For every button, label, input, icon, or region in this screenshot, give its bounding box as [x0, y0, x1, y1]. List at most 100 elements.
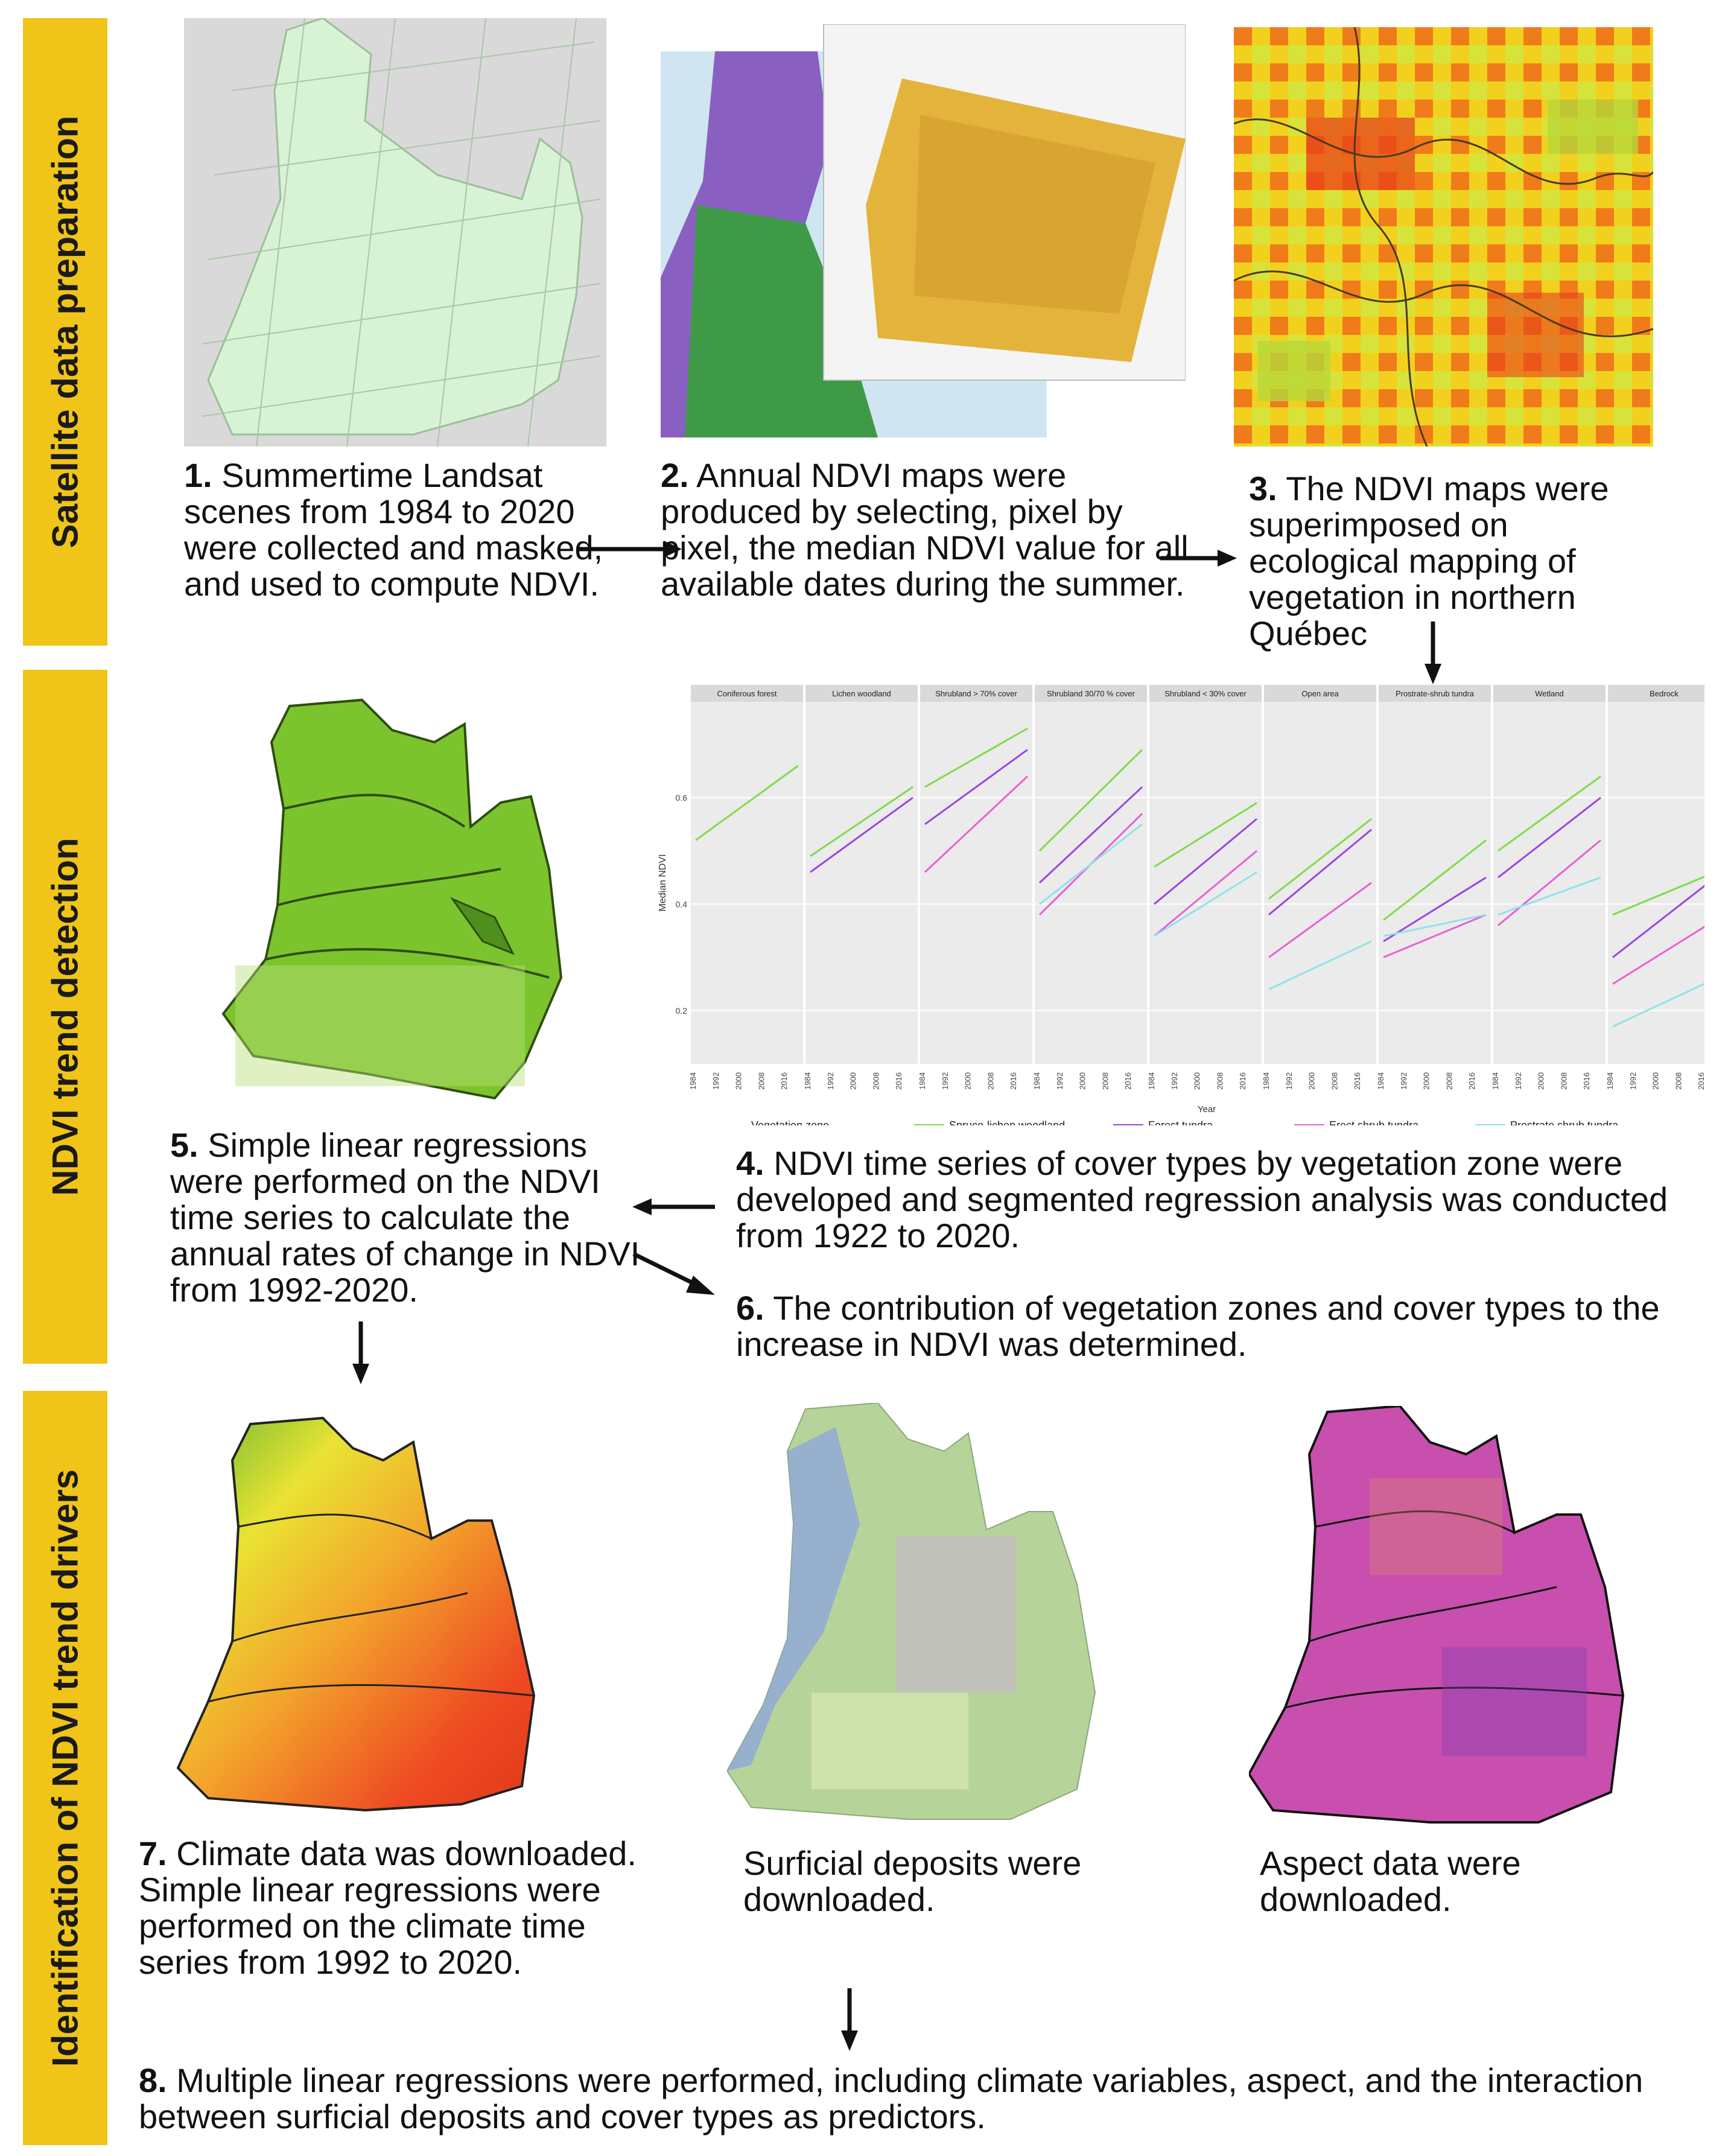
- x-tick-label: 2000: [1537, 1072, 1546, 1090]
- facet-label: Shrubland > 70% cover: [935, 689, 1017, 698]
- trend-line: [810, 797, 913, 873]
- x-tick-label: 1984: [1606, 1072, 1615, 1090]
- facet-strip: [920, 685, 1032, 702]
- x-tick-label: 2016: [1123, 1072, 1132, 1090]
- step-number: 7.: [139, 1834, 167, 1872]
- legend-entry: Erect shrub tundra: [1329, 1119, 1419, 1125]
- section-band-trend-detection: NDVI trend detection: [23, 670, 107, 1364]
- trend-line: [1612, 982, 1704, 1028]
- x-tick-label: 1984: [1376, 1072, 1385, 1090]
- trend-line: [1154, 850, 1257, 937]
- trend-line: [924, 727, 1028, 788]
- facet-panel: [920, 702, 1032, 1064]
- x-tick-label: 2008: [757, 1072, 766, 1090]
- step-7-text: 7. Climate data was downloaded. Simple l…: [139, 1836, 658, 1980]
- trend-line: [1612, 885, 1704, 958]
- trend-line: [1498, 839, 1601, 926]
- y-axis-label: Median NDVI: [658, 854, 668, 911]
- facet-label: Lichen woodland: [832, 689, 891, 698]
- step-description: Multiple linear regressions were perform…: [139, 2061, 1644, 2135]
- x-tick-label: 2000: [1651, 1072, 1660, 1090]
- x-tick-label: 1992: [826, 1072, 835, 1090]
- x-tick-label: 2016: [1009, 1072, 1018, 1090]
- step-description: Climate data was downloaded. Simple line…: [139, 1834, 637, 1981]
- step-description: Annual NDVI maps were produced by select…: [661, 456, 1189, 603]
- trend-line: [1498, 775, 1601, 852]
- step-description: NDVI time series of cover types by veget…: [736, 1144, 1668, 1254]
- step-5-text: 5. Simple linear regressions were perfor…: [170, 1127, 647, 1308]
- facet-strip: [805, 685, 918, 702]
- section-band-trend-drivers: Identification of NDVI trend drivers: [23, 1391, 107, 2145]
- x-tick-label: 2008: [1559, 1072, 1568, 1090]
- step-description: Surficial deposits were downloaded.: [743, 1844, 1082, 1918]
- x-tick-label: 2016: [780, 1072, 789, 1090]
- x-tick-label: 2000: [964, 1072, 973, 1090]
- step-number: 3.: [1249, 469, 1277, 507]
- facet-strip: [1149, 685, 1262, 702]
- trend-line: [1038, 749, 1143, 852]
- x-tick-label: 2000: [1307, 1072, 1317, 1090]
- arrow-step1-to-step2: [576, 541, 682, 558]
- section-label: NDVI trend detection: [45, 838, 86, 1196]
- step-6-text: 6. The contribution of vegetation zones …: [736, 1290, 1701, 1363]
- y-tick-label: 0.6: [676, 793, 688, 803]
- legend-entry: Prostrate shrub tundra: [1510, 1119, 1619, 1125]
- x-tick-label: 2016: [1353, 1072, 1362, 1090]
- step-description: Aspect data were downloaded.: [1260, 1844, 1521, 1918]
- trend-line: [1383, 876, 1487, 943]
- legend-entry: Spruce-lichen woodland: [949, 1119, 1065, 1125]
- x-tick-label: 1992: [1514, 1072, 1523, 1090]
- arrow-step4-to-step5: [632, 1198, 715, 1215]
- surficial-deposits-text: Surficial deposits were downloaded.: [743, 1845, 1129, 1918]
- ndvi-trend-map: [221, 698, 563, 1100]
- trend-line: [1612, 926, 1704, 985]
- facet-label: Coniferous forest: [717, 689, 777, 698]
- trend-line: [1154, 871, 1257, 937]
- step-number: 5.: [170, 1126, 199, 1164]
- x-tick-label: 2000: [1422, 1072, 1431, 1090]
- x-tick-label: 2008: [986, 1072, 995, 1090]
- facet-strip: [1035, 685, 1147, 702]
- x-tick-label: 1984: [1147, 1072, 1156, 1090]
- y-tick-label: 0.2: [676, 1006, 688, 1016]
- step-3-text: 3. The NDVI maps were superimposed on ec…: [1249, 471, 1659, 652]
- x-tick-label: 1984: [803, 1072, 812, 1090]
- arrow-to-step8: [841, 1988, 858, 2051]
- facet-panel: [1264, 702, 1376, 1064]
- facet-panel: [1149, 702, 1262, 1064]
- facet-strip: [1379, 685, 1491, 702]
- step-number: 2.: [661, 456, 689, 494]
- facet-label: Wetland: [1535, 689, 1563, 698]
- legend-entry: Forest tundra: [1148, 1119, 1213, 1125]
- trend-line: [1268, 828, 1372, 916]
- facet-panel: [1035, 702, 1147, 1064]
- x-tick-label: 2016: [894, 1072, 903, 1090]
- facet-panel: [691, 702, 803, 1064]
- x-tick-label: 2000: [734, 1072, 743, 1090]
- x-tick-label: 1992: [711, 1072, 720, 1090]
- arrow-step2-to-step3: [1160, 550, 1237, 567]
- x-tick-label: 2008: [1101, 1072, 1110, 1090]
- x-tick-label: 2016: [1697, 1072, 1704, 1090]
- facet-panel: [805, 702, 918, 1064]
- x-tick-label: 2016: [1238, 1072, 1247, 1090]
- x-tick-label: 1992: [1399, 1072, 1408, 1090]
- trend-line: [924, 775, 1029, 873]
- facet-strip: [1493, 685, 1606, 702]
- trend-line: [1268, 818, 1372, 900]
- x-tick-label: 2008: [1215, 1072, 1224, 1090]
- x-tick-label: 1984: [1032, 1072, 1041, 1090]
- step-8-text: 8. Multiple linear regressions were perf…: [139, 2062, 1671, 2135]
- section-label: Identification of NDVI trend drivers: [45, 1469, 86, 2067]
- x-tick-label: 2000: [1078, 1072, 1087, 1090]
- step-2-text: 2. Annual NDVI maps were produced by sel…: [661, 457, 1198, 602]
- trend-line: [1383, 914, 1487, 958]
- x-tick-label: 1992: [1055, 1072, 1064, 1090]
- trend-line: [1038, 786, 1143, 884]
- trend-line: [924, 749, 1028, 825]
- step-description: Simple linear regressions were performed…: [170, 1126, 640, 1309]
- trend-line: [810, 786, 913, 857]
- step-number: 1.: [184, 456, 212, 494]
- x-tick-label: 1984: [1491, 1072, 1500, 1090]
- step-1-text: 1. Summertime Landsat scenes from 1984 t…: [184, 457, 624, 602]
